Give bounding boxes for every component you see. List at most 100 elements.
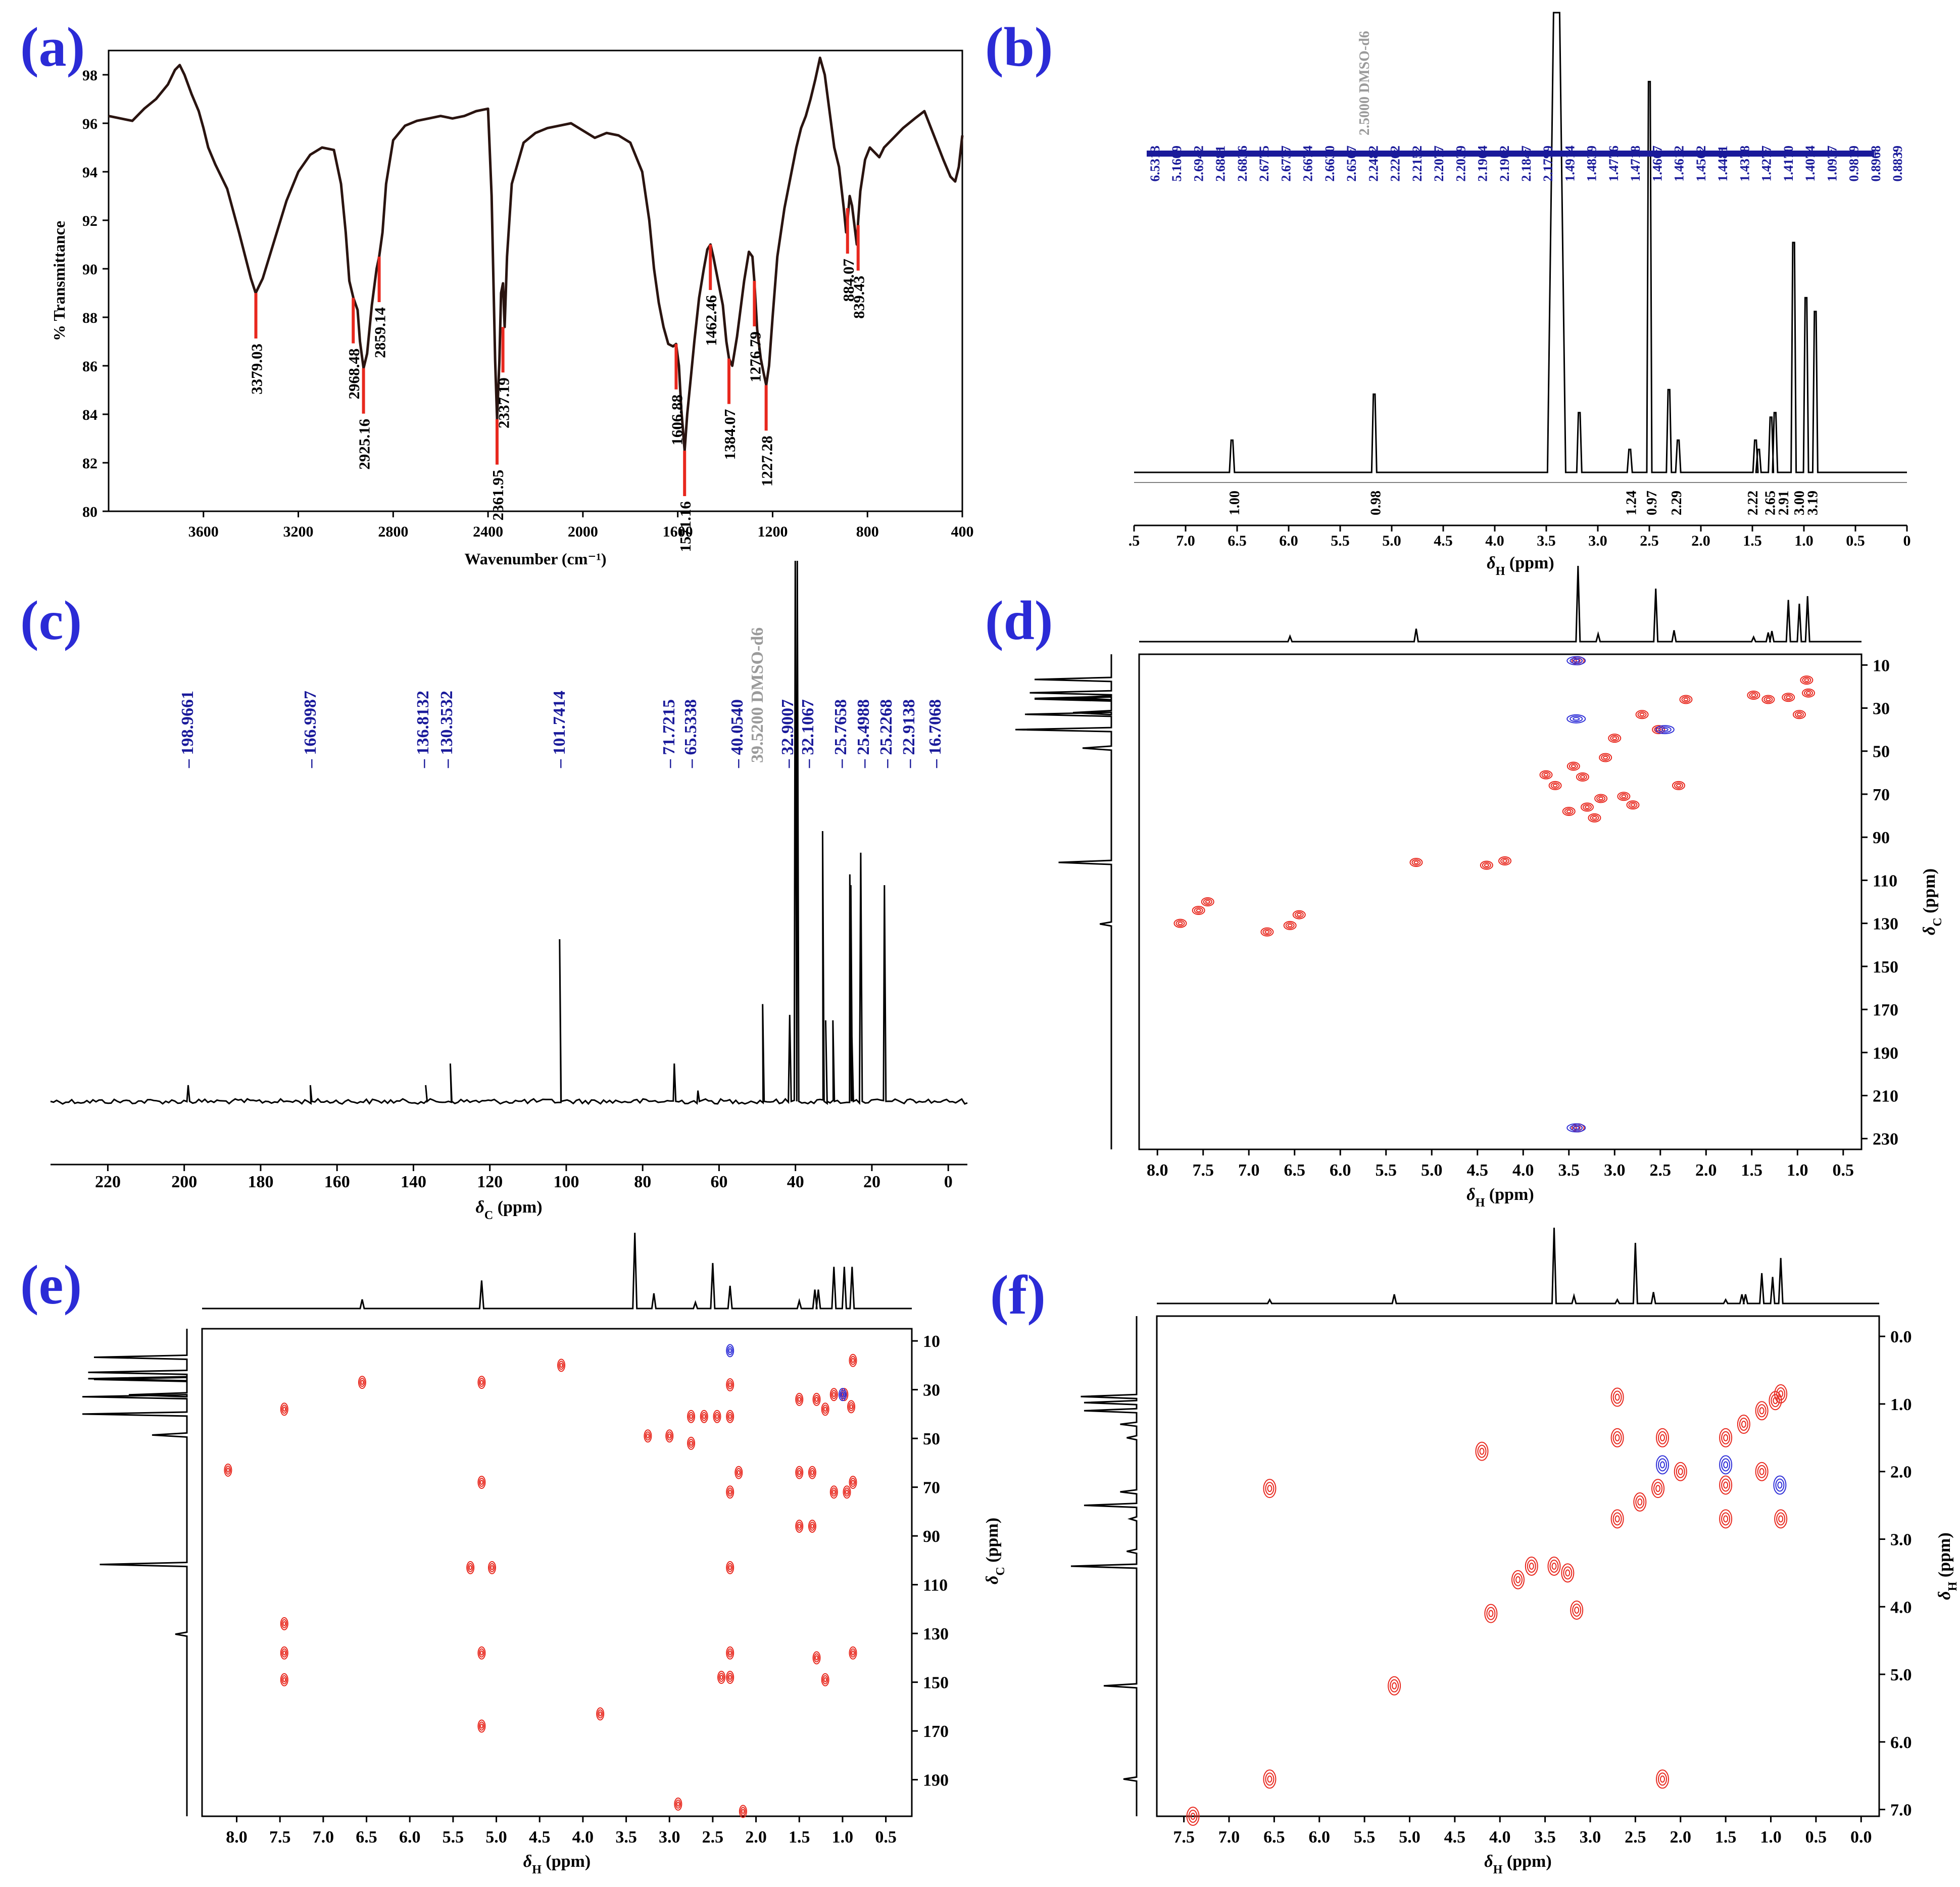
hsqc-cross-peak-positive [1409,858,1423,867]
hmbc-x-tick-label: 3.5 [615,1828,637,1847]
hmbc-cross-peak-positive [487,1561,496,1574]
c13-spectrum-trace [50,560,968,1105]
hmbc-cross-peak-positive [676,1801,680,1807]
hmbc-cross-peak-positive [717,1670,726,1684]
hsqc-cross-peak-negative [1570,1125,1583,1131]
panel-label-b: (b) [985,16,1053,78]
hmbc-cross-peak-positive [478,1477,485,1487]
hmbc-cross-peak-positive [829,1388,838,1401]
panel-b-1h-nmr: .5 7.0 6.5 6.0 5.5 5.0 4.5 4.0 3.5 3.0 2.5 2.0 1.5 1.… [1129,12,1911,578]
hsqc-cross-peak-positive [1599,753,1612,762]
hmbc-cross-peak-positive [797,1396,801,1402]
ir-y-tick-label: 88 [82,310,97,326]
hmbc-y-tick-label: 130 [923,1625,949,1643]
hmbc-x-tick-label: 2.5 [702,1828,724,1847]
hmbc-cross-peak-positive [477,1475,486,1489]
hsqc-cross-peak-positive [1804,678,1809,682]
c13-shift-label: – 130.3532 [437,691,456,768]
hmbc-x-tick-label: 1.5 [789,1828,810,1847]
hmbc-cross-peak-positive [666,1431,672,1441]
hmbc-cross-peak-positive [829,1485,838,1499]
hmbc-cross-peak-positive [740,1807,746,1816]
hsqc-cross-peak-positive [1285,922,1295,929]
hmbc-cross-peak-positive [849,1353,857,1367]
c13-x-tick-label: 120 [477,1173,503,1191]
hsqc-cross-peak-positive [1796,712,1802,716]
c13-shift-label: – 65.5338 [681,699,700,768]
hmbc-x-tick-label: 6.0 [399,1828,421,1847]
hsqc-cross-peak-positive [1639,712,1645,716]
hmbc-x-tick-label: 5.5 [443,1828,464,1847]
hmbc-x-tick-label: 7.0 [313,1828,334,1847]
cosy-cross-peak-positive [1778,1515,1784,1523]
cosy-cross-peak-positive [1551,1563,1557,1570]
hsqc-cross-peak-positive [1588,813,1601,822]
hsqc-y-tick-label: 150 [1873,958,1898,977]
hsqc-x-tick-label: 4.5 [1466,1161,1488,1180]
cosy-cross-peak-positive [1637,1498,1643,1506]
hsqc-cross-peak-positive [1681,696,1691,703]
h1-shift-connector-bar [1147,151,1874,157]
h1-x-tick-label: 3.5 [1537,533,1556,549]
hmbc-cross-peak-positive [727,1563,733,1572]
hmbc-cross-peak-positive [281,1619,287,1628]
hsqc-y-tick-label: 230 [1873,1130,1898,1149]
ir-peak-label: 1384.07 [721,409,739,460]
cosy-cross-peak-positive [1778,1390,1784,1397]
hmbc-cross-peak-positive [689,1414,693,1419]
hsqc-cross-peak-positive [1175,920,1185,927]
cosy-cross-peak-positive [1186,1807,1200,1826]
c13-x-tick-label: 200 [171,1173,197,1191]
hsqc-cross-peak-positive [1480,860,1493,870]
cosy-cross-peak-positive [1265,1772,1275,1786]
cosy-cross-peak-positive [1188,1810,1198,1823]
hmbc-x-tick-label: 2.0 [745,1828,767,1847]
hmbc-plot-frame [201,1328,913,1817]
hmbc-x-tick-label: 4.5 [529,1828,551,1847]
h1-x-tick-label: 2.5 [1640,533,1659,549]
h1-x-tick-label: 3.0 [1588,533,1607,549]
c13-x-tick-label: 100 [553,1173,579,1191]
c13-shift-label: – 25.2268 [877,699,896,768]
hmbc-cross-peak-positive [727,1672,733,1682]
hmbc-cross-peak-positive [480,1723,483,1729]
c13-x-tick-label: 180 [248,1173,273,1191]
hsqc-x-tick-label: 5.0 [1421,1161,1443,1180]
hmbc-cross-peak-positive [845,1489,849,1495]
hmbc-y-tick-label: 170 [923,1722,949,1741]
hmbc-y-tick-label: 150 [923,1674,949,1692]
hsqc-y-tick-label: 170 [1873,1001,1898,1020]
cosy-cross-peak-positive [1723,1515,1729,1523]
ir-peak-label: 2968.48 [345,349,363,400]
hsqc-x-tick-label: 7.5 [1192,1161,1214,1180]
hmbc-cross-peak-negative [841,1392,845,1397]
hmbc-y-tick-label: 30 [923,1381,940,1400]
cosy-cross-peak-positive [1267,1485,1272,1492]
hmbc-x-tick-label: 1.0 [832,1828,854,1847]
c13-shift-label: – 25.7658 [831,699,850,768]
hmbc-cross-peak-positive [687,1436,696,1450]
hmbc-cross-peak-positive [358,1376,366,1389]
hmbc-top-projection [202,1232,912,1310]
cosy-cross-peak-positive [1656,1769,1669,1789]
hsqc-cross-peak-positive [1580,802,1594,812]
c13-solvent-label: 39.5200 DMSO-d6 [748,627,767,763]
cosy-cross-peak-positive [1660,1775,1665,1783]
hmbc-cross-peak-positive [813,1394,820,1404]
hmbc-cross-peak-positive [280,1646,288,1660]
hmbc-cross-peak-positive [797,1470,801,1475]
hsqc-cross-peak-positive [1550,782,1560,789]
cosy-cross-peak-positive [1676,1465,1685,1478]
hsqc-cross-peak-positive [1792,710,1806,719]
hsqc-cross-peak-positive [1192,906,1205,915]
hmbc-cross-peak-positive [646,1433,650,1439]
cosy-cross-peak-positive [1563,1566,1573,1580]
cosy-cross-peak-positive [1527,1560,1536,1573]
hsqc-cross-peak-positive [1761,695,1775,704]
hsqc-cross-peak-positive [1194,907,1203,914]
hsqc-cross-peak-positive [1498,856,1512,866]
h1-x-tick-label: 1.0 [1794,533,1814,549]
cosy-cross-peak-positive [1739,1418,1748,1431]
cosy-x-tick-label: 1.0 [1760,1828,1782,1847]
